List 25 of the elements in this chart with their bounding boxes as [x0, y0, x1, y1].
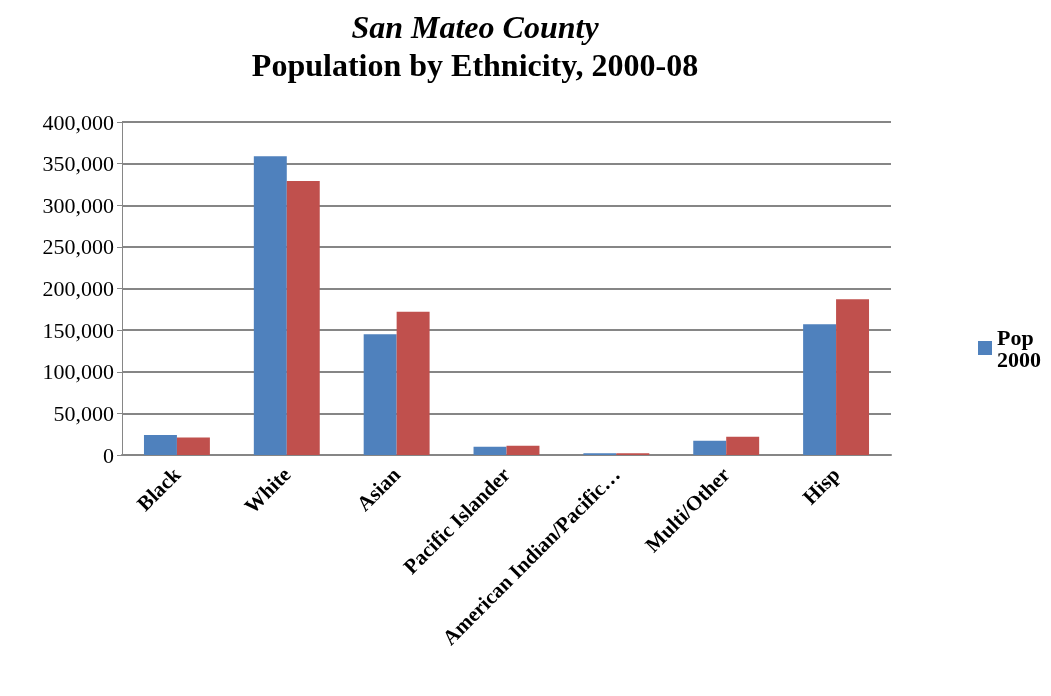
bar	[473, 446, 507, 455]
bar	[396, 311, 430, 455]
y-tick-label: 400,000	[42, 109, 114, 135]
chart-subtitle: Population by Ethnicity, 2000-08	[251, 47, 699, 83]
bar	[726, 436, 760, 455]
chart-title: San Mateo County	[351, 9, 600, 45]
y-tick-label: 100,000	[42, 359, 114, 385]
y-tick-label: 150,000	[42, 317, 114, 343]
bar	[693, 440, 727, 455]
bar	[506, 445, 540, 455]
y-tick-label: 300,000	[42, 192, 114, 218]
y-tick-label: 0	[103, 442, 114, 468]
x-tick-label: Hisp	[797, 462, 845, 510]
bar	[143, 435, 177, 455]
legend-label: Pop 2000	[997, 324, 1041, 372]
y-tick-label: 250,000	[42, 234, 114, 260]
bar	[286, 181, 320, 455]
bar	[363, 334, 397, 455]
bar	[836, 299, 870, 455]
y-tick-label: 50,000	[53, 400, 114, 426]
bar	[176, 437, 210, 455]
bar	[253, 156, 287, 455]
bar	[803, 324, 837, 455]
y-tick-label: 350,000	[42, 151, 114, 177]
y-tick-label: 200,000	[42, 276, 114, 301]
